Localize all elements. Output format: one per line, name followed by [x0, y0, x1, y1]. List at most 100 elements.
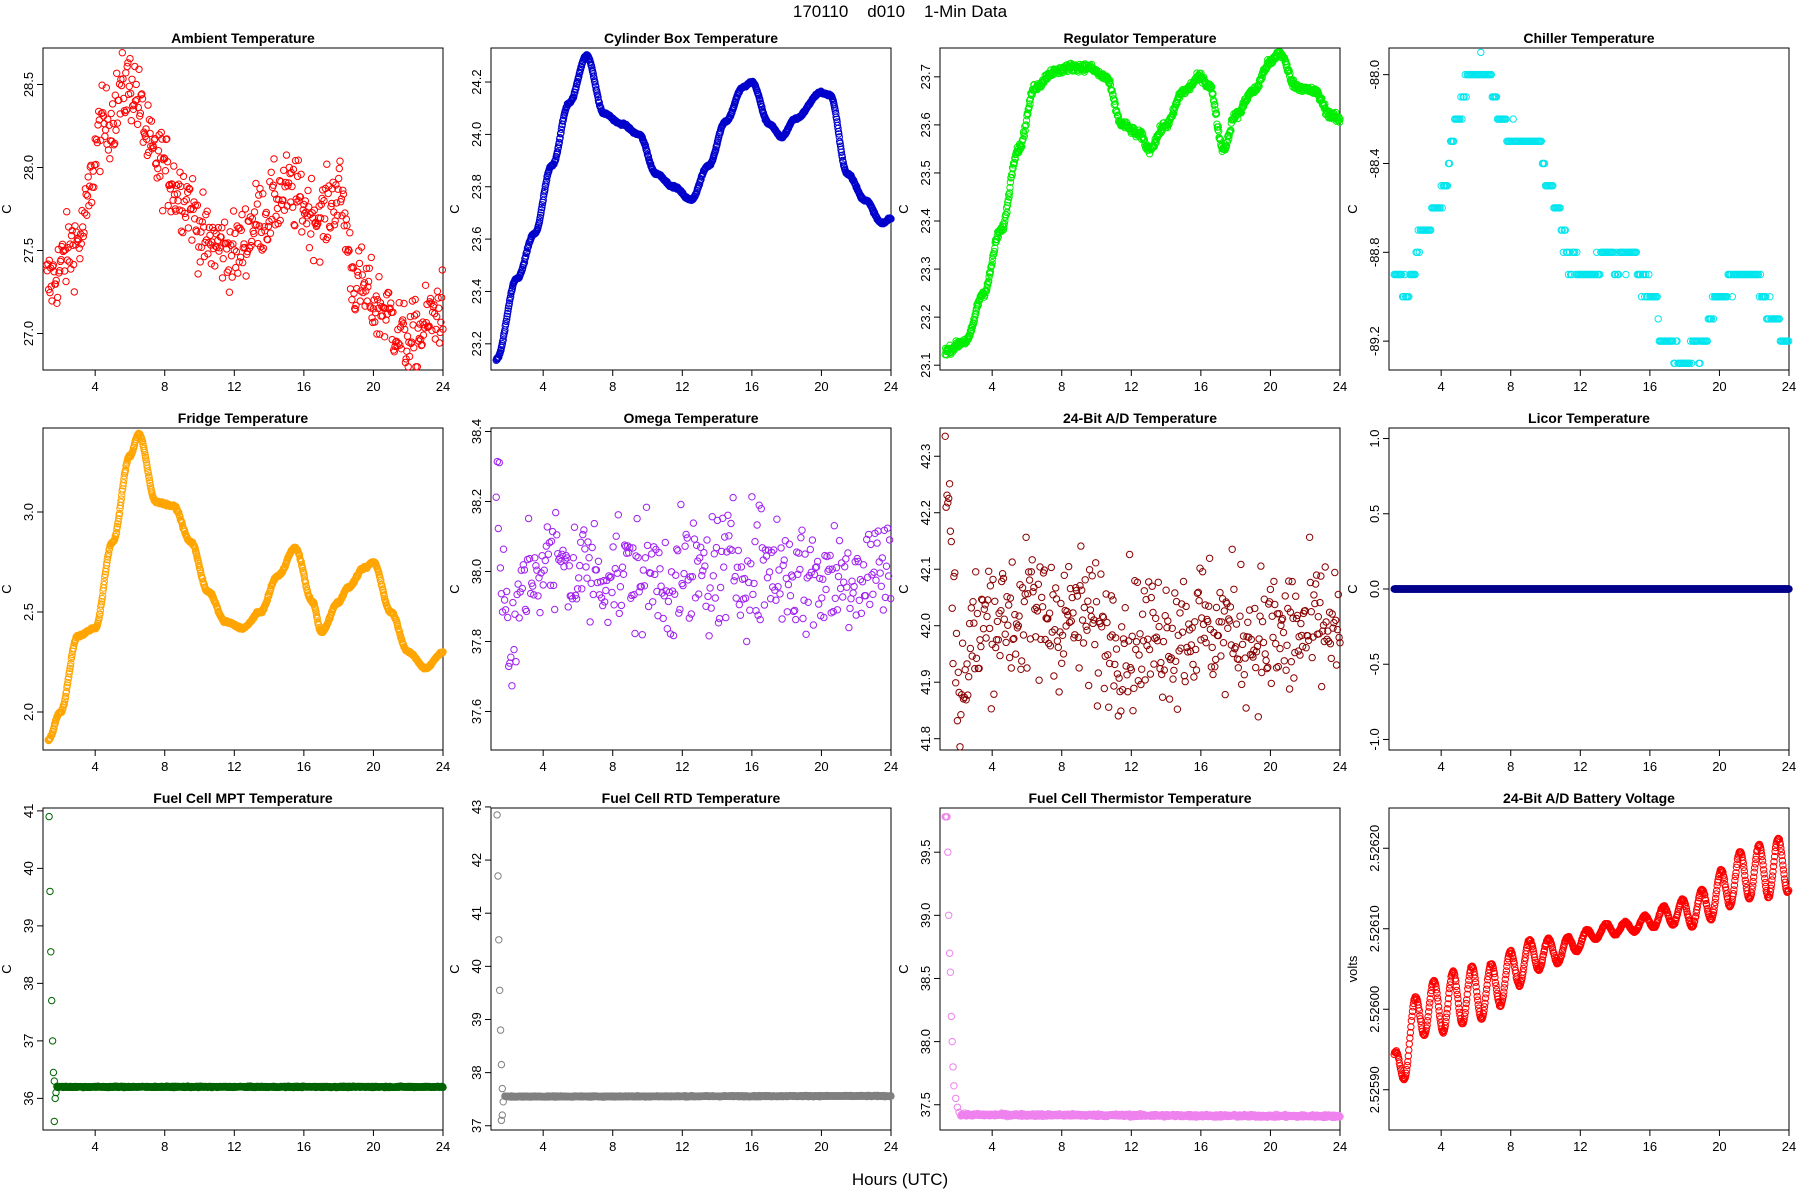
data-point — [970, 619, 978, 627]
data-point — [182, 196, 191, 204]
data-point — [122, 69, 130, 77]
data-point — [246, 213, 255, 221]
y-tick-label: 42.1 — [918, 557, 933, 582]
data-point — [349, 264, 357, 272]
data-point — [617, 601, 626, 610]
data-point — [238, 210, 246, 219]
data-point — [714, 619, 723, 627]
data-point — [952, 679, 960, 687]
data-point — [1274, 662, 1283, 671]
data-point — [846, 604, 854, 613]
data-point — [185, 184, 193, 193]
data-point — [876, 569, 884, 577]
data-point — [657, 582, 665, 590]
data-point — [977, 642, 985, 651]
data-point — [954, 668, 962, 676]
data-point — [304, 186, 312, 195]
data-point — [45, 256, 53, 264]
data-point — [191, 215, 199, 223]
data-point — [307, 230, 315, 238]
data-point — [584, 538, 592, 546]
data-point — [765, 568, 774, 576]
data-point — [586, 618, 594, 626]
data-point — [272, 212, 280, 221]
data-point — [536, 608, 544, 617]
data-point — [544, 550, 553, 558]
y-tick-label: 23.2 — [918, 304, 933, 329]
data-point — [65, 223, 73, 231]
data-point — [227, 252, 236, 260]
data-point — [1049, 591, 1057, 599]
data-point — [259, 244, 268, 253]
data-point — [599, 601, 607, 610]
data-point — [633, 514, 641, 523]
data-point — [323, 160, 331, 168]
data-point — [818, 594, 826, 602]
data-point — [801, 550, 809, 558]
data-series — [941, 48, 1344, 359]
y-tick-label: 38.4 — [469, 419, 484, 444]
data-point — [1081, 576, 1089, 584]
data-point — [323, 233, 332, 242]
data-point — [1065, 562, 1073, 571]
data-point — [830, 522, 838, 530]
data-point — [1080, 603, 1089, 612]
data-point — [941, 432, 949, 440]
x-tick-label: 4 — [540, 379, 547, 394]
data-point — [709, 572, 717, 580]
data-point — [1332, 661, 1341, 669]
data-point — [743, 637, 751, 646]
y-tick-label: 23.5 — [918, 160, 933, 185]
y-tick-label: 23.3 — [918, 256, 933, 281]
data-point — [543, 176, 551, 184]
data-point — [305, 244, 314, 252]
data-point — [60, 267, 69, 275]
data-point — [1217, 652, 1225, 660]
y-tick-label: 23.6 — [918, 112, 933, 137]
data-point — [264, 236, 272, 244]
data-point — [507, 653, 515, 661]
data-point — [1136, 630, 1144, 638]
data-point — [252, 179, 260, 188]
data-point — [983, 612, 991, 621]
data-point — [548, 527, 557, 536]
data-point — [142, 125, 150, 133]
data-point — [97, 136, 105, 145]
data-point — [571, 88, 579, 97]
data-point — [120, 94, 128, 103]
data-point — [589, 590, 597, 599]
data-point — [69, 241, 77, 250]
data-point — [1321, 563, 1329, 571]
data-point — [1276, 644, 1284, 653]
data-point — [378, 302, 386, 311]
data-point — [115, 80, 124, 88]
data-point — [1078, 616, 1087, 624]
data-point — [786, 592, 795, 600]
data-point — [204, 250, 212, 258]
data-point — [730, 577, 738, 585]
data-point — [1014, 622, 1022, 630]
data-point — [1060, 571, 1069, 579]
data-point — [380, 333, 389, 341]
panel-title: Licor Temperature — [1528, 410, 1650, 426]
data-point — [370, 296, 378, 304]
data-point — [395, 299, 403, 307]
data-point — [956, 743, 964, 751]
data-point — [784, 580, 793, 589]
data-point — [76, 255, 84, 263]
data-point — [638, 631, 646, 639]
data-point — [119, 75, 127, 83]
data-point — [554, 143, 563, 151]
data-point — [945, 480, 954, 488]
data-point — [151, 135, 159, 143]
data-point — [439, 325, 447, 333]
data-point — [716, 583, 725, 592]
data-point — [291, 222, 299, 230]
data-point — [184, 224, 193, 232]
data-point — [1057, 599, 1065, 608]
data-point — [1030, 583, 1038, 592]
data-point — [51, 280, 60, 288]
